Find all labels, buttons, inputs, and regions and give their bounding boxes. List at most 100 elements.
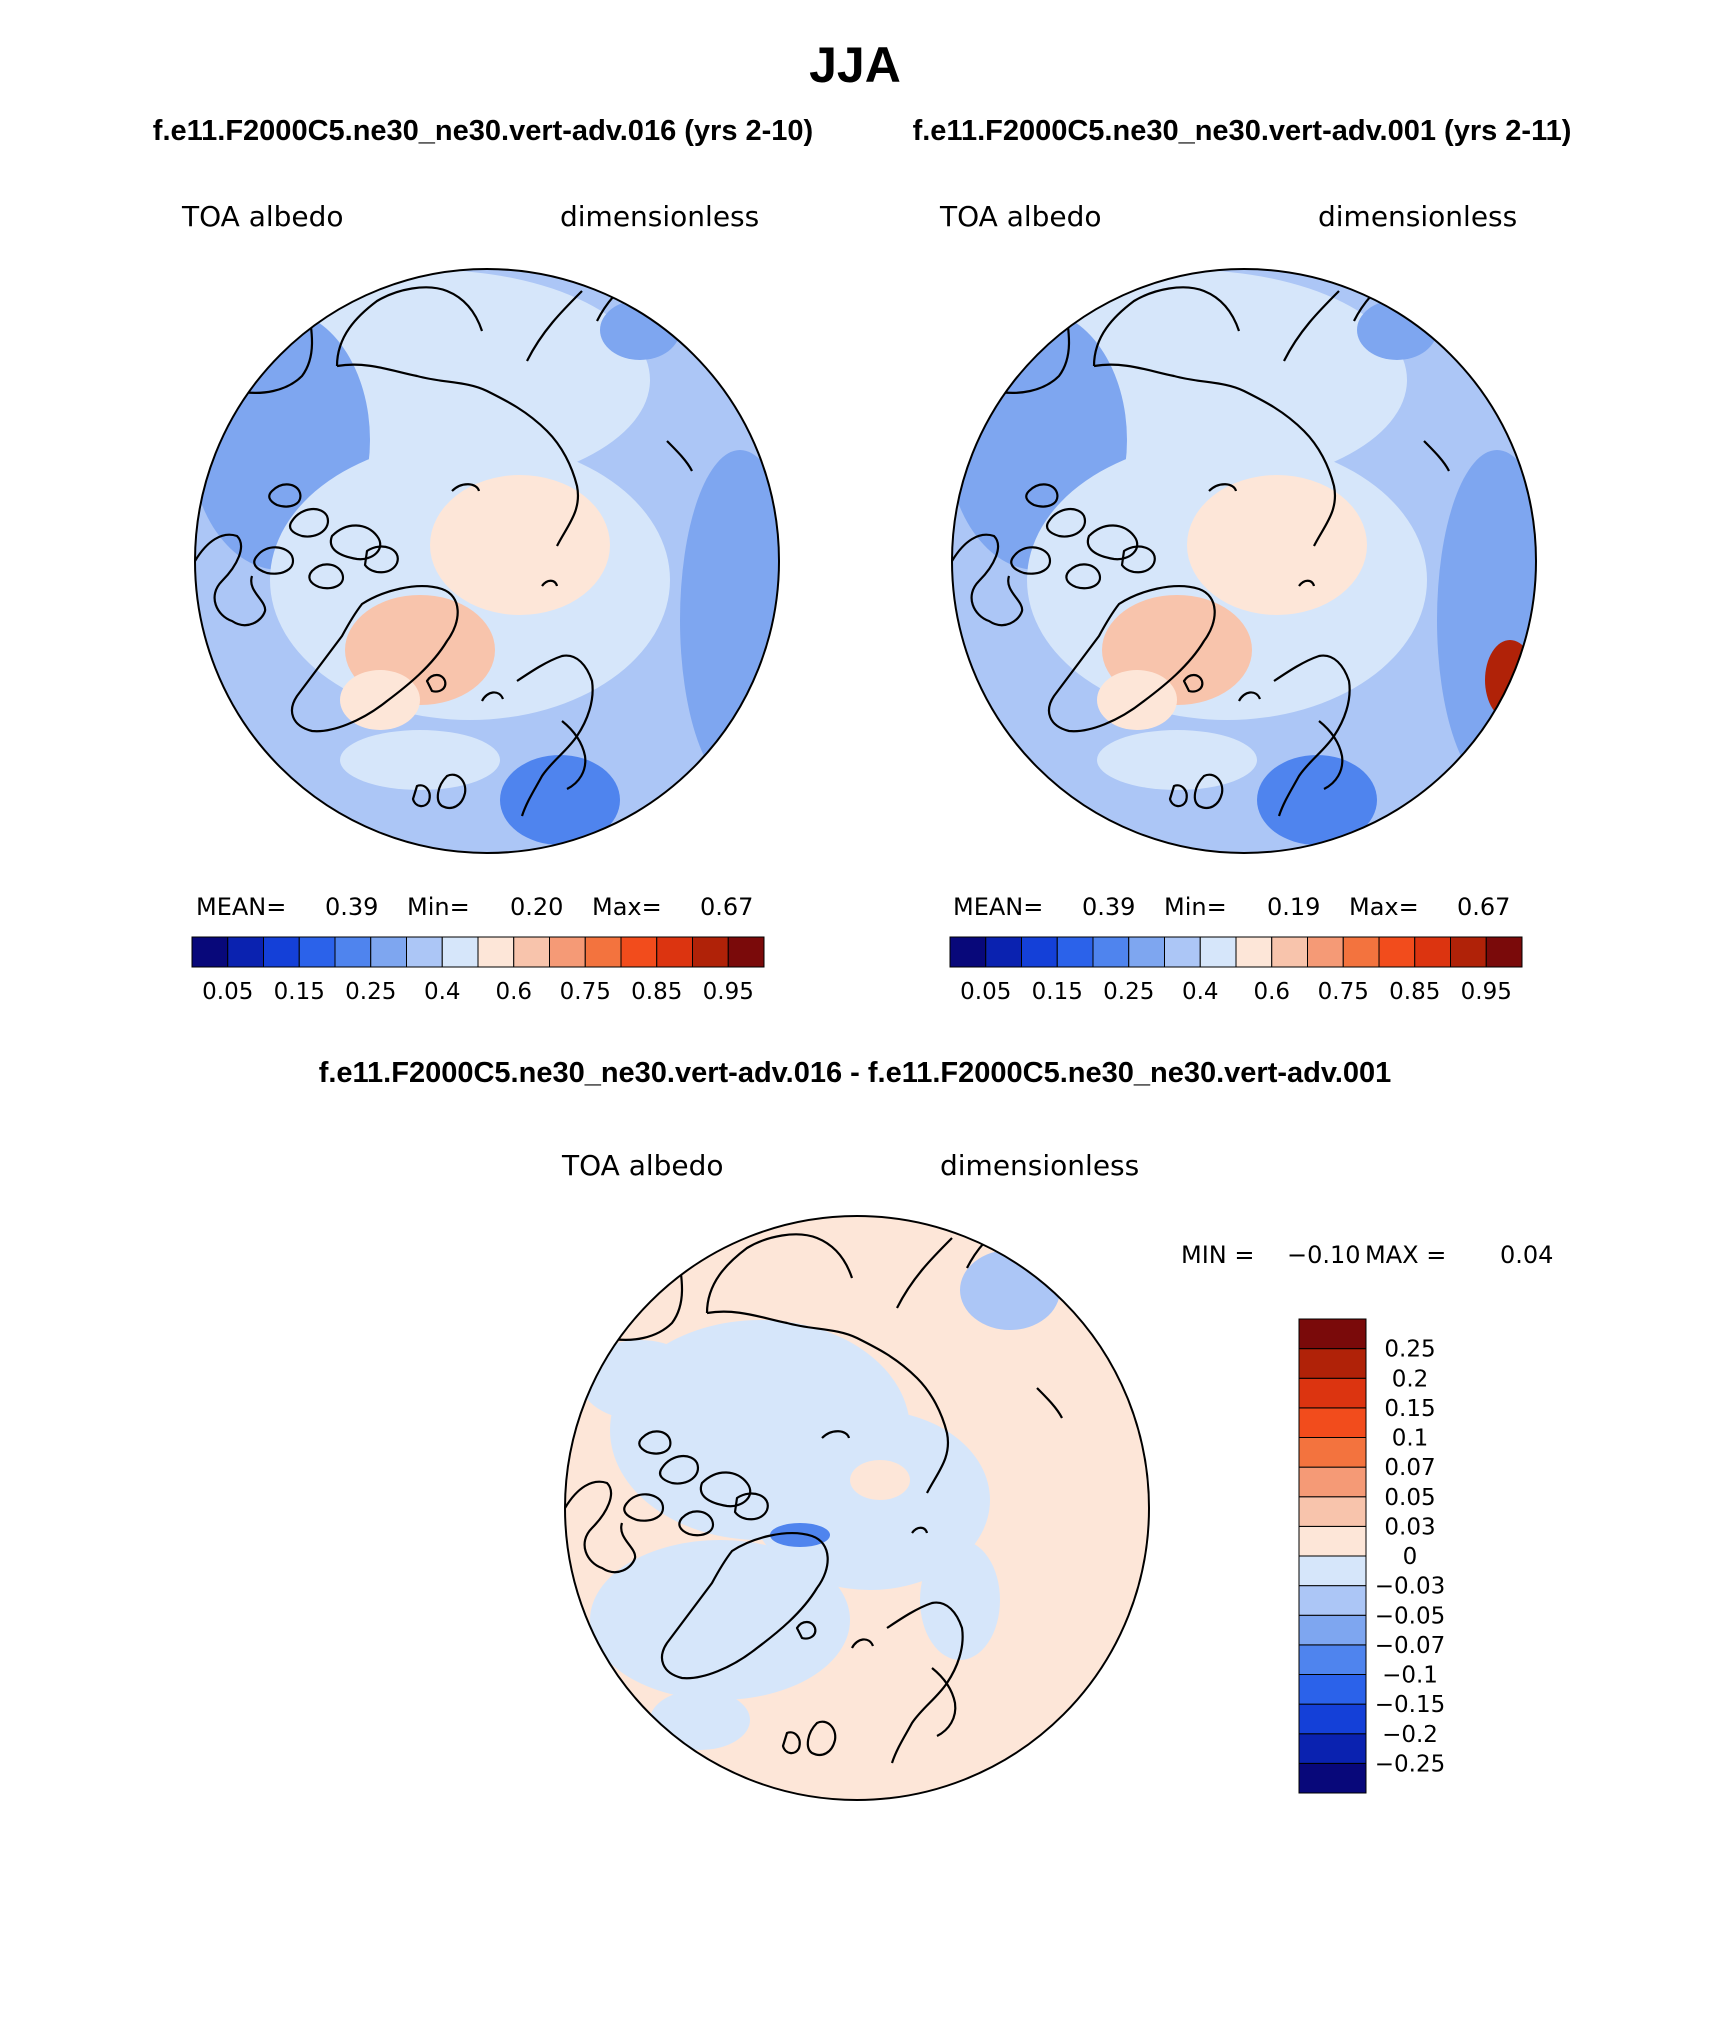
colorbar-swatch bbox=[1128, 936, 1165, 968]
panel1-min: 0.20 bbox=[510, 893, 563, 921]
colorbar-swatch bbox=[1298, 1762, 1367, 1794]
colorbar-swatch bbox=[1164, 936, 1201, 968]
colorbar-swatch bbox=[406, 936, 443, 968]
colorbar-swatch bbox=[298, 936, 336, 968]
panel3-min-label: MIN = bbox=[1181, 1241, 1254, 1269]
colorbar-tick-label: 0.75 bbox=[1318, 979, 1369, 1005]
colorbar-swatch bbox=[656, 936, 693, 968]
colorbar-swatch bbox=[1298, 1377, 1367, 1409]
map-panel-1 bbox=[194, 268, 780, 854]
colorbar-tick-label: 0.6 bbox=[1253, 979, 1290, 1005]
colorbar-swatch bbox=[1307, 936, 1344, 968]
colorbar-tick-label: 0.15 bbox=[1032, 979, 1083, 1005]
colorbar-swatch bbox=[1450, 936, 1487, 968]
colorbar-swatch bbox=[1485, 936, 1523, 968]
colorbar-tick-label: −0.07 bbox=[1375, 1633, 1445, 1659]
colorbar-tick-label: 0.2 bbox=[1392, 1366, 1429, 1392]
colorbar-tick-label: 0.03 bbox=[1384, 1514, 1435, 1540]
colorbar-swatch bbox=[1092, 936, 1130, 968]
colorbar-swatch bbox=[1056, 936, 1094, 968]
colorbar-swatch bbox=[1298, 1614, 1367, 1646]
header-case-a: f.e11.F2000C5.ne30_ne30.vert-adv.016 (yr… bbox=[153, 115, 813, 147]
panel2-variable: TOA albedo bbox=[939, 200, 1102, 233]
colorbar-tick-label: −0.25 bbox=[1375, 1751, 1445, 1777]
colorbar-swatch bbox=[370, 936, 407, 968]
colorbar-tick-label: 0.25 bbox=[345, 979, 396, 1005]
colorbar-tick-label: 0.1 bbox=[1392, 1426, 1429, 1452]
colorbar-swatch bbox=[1298, 1644, 1367, 1675]
colorbar-swatch bbox=[1414, 936, 1451, 968]
colorbar-swatch bbox=[549, 936, 586, 968]
map-panel-3 bbox=[564, 1215, 1150, 1801]
colorbar-tick-label: 0.6 bbox=[495, 979, 532, 1005]
colorbar-swatch bbox=[727, 936, 765, 968]
colorbar-swatch bbox=[1298, 1585, 1367, 1616]
colorbar-swatch bbox=[584, 936, 622, 968]
colorbar-swatch bbox=[1298, 1733, 1367, 1764]
panel1-units: dimensionless bbox=[560, 200, 759, 233]
colorbar-swatch bbox=[1298, 1318, 1367, 1350]
panel1-mean-label: MEAN= bbox=[196, 893, 286, 921]
colorbar-tick-label: 0.15 bbox=[274, 979, 325, 1005]
colorbar-tick-label: −0.2 bbox=[1382, 1722, 1438, 1748]
colorbar-swatch bbox=[1298, 1466, 1367, 1498]
colorbar-swatch bbox=[1298, 1555, 1367, 1587]
colorbar-tick-label: 0.05 bbox=[960, 979, 1011, 1005]
colorbar-swatch bbox=[441, 936, 479, 968]
colorbar-swatch bbox=[334, 936, 372, 968]
colorbar-tick-label: 0.4 bbox=[1182, 979, 1219, 1005]
panel1-variable: TOA albedo bbox=[181, 200, 344, 233]
colorbar-tick-label: 0.15 bbox=[1384, 1396, 1435, 1422]
map-panel-2 bbox=[951, 268, 1537, 854]
colorbar-swatch bbox=[1298, 1437, 1367, 1468]
colorbar-swatch bbox=[1271, 936, 1308, 968]
colorbar-swatch bbox=[477, 936, 515, 968]
colorbar-swatch bbox=[263, 936, 300, 968]
colorbar-tick-label: −0.03 bbox=[1375, 1574, 1445, 1600]
colorbar-swatch bbox=[620, 936, 658, 968]
panel3-max: 0.04 bbox=[1500, 1241, 1553, 1269]
colorbar-swatch bbox=[1298, 1407, 1367, 1438]
colorbar-tick-label: 0.25 bbox=[1103, 979, 1154, 1005]
colorbar-tick-label: 0.05 bbox=[1384, 1485, 1435, 1511]
colorbar-tick-label: 0.4 bbox=[424, 979, 461, 1005]
season-title: JJA bbox=[809, 37, 901, 93]
colorbar-swatch bbox=[1298, 1525, 1367, 1557]
colorbar-swatch bbox=[1021, 936, 1058, 968]
panel1-max-label: Max= bbox=[592, 893, 662, 921]
panel1-min-label: Min= bbox=[407, 893, 470, 921]
colorbar-swatch bbox=[1235, 936, 1273, 968]
colorbar-tick-label: 0.85 bbox=[1389, 979, 1440, 1005]
colorbar-swatch bbox=[1199, 936, 1237, 968]
colorbar-swatch bbox=[949, 936, 987, 968]
colorbar-tick-label: −0.05 bbox=[1375, 1603, 1445, 1629]
colorbar-tick-label: 0.25 bbox=[1384, 1337, 1435, 1363]
panel2-min-label: Min= bbox=[1164, 893, 1227, 921]
panel1-mean: 0.39 bbox=[325, 893, 378, 921]
colorbar-swatch bbox=[1298, 1703, 1367, 1735]
colorbar-tick-label: 0.07 bbox=[1384, 1455, 1435, 1481]
colorbar-tick-label: 0 bbox=[1403, 1544, 1418, 1570]
colorbar-swatch bbox=[985, 936, 1022, 968]
panel2-min: 0.19 bbox=[1267, 893, 1320, 921]
panel2-max: 0.67 bbox=[1457, 893, 1510, 921]
colorbar-panel-1: 0.05 0.15 0.25 0.4 0.6 0.75 0.85 0.95 bbox=[191, 936, 765, 1005]
colorbar-swatch bbox=[692, 936, 729, 968]
colorbar-tick-label: −0.1 bbox=[1382, 1663, 1438, 1689]
diff-title: f.e11.F2000C5.ne30_ne30.vert-adv.016 - f… bbox=[319, 1057, 1392, 1089]
colorbar-tick-label: 0.85 bbox=[631, 979, 682, 1005]
panel1-max: 0.67 bbox=[700, 893, 753, 921]
panel3-units: dimensionless bbox=[940, 1149, 1139, 1182]
colorbar-swatch bbox=[513, 936, 550, 968]
colorbar-swatch bbox=[1298, 1674, 1367, 1705]
colorbar-swatch bbox=[227, 936, 264, 968]
colorbar-tick-label: 0.95 bbox=[1461, 979, 1512, 1005]
colorbar-tick-label: 0.05 bbox=[202, 979, 253, 1005]
colorbar-swatch bbox=[1378, 936, 1416, 968]
colorbar-panel-2: 0.05 0.15 0.25 0.4 0.6 0.75 0.85 0.95 bbox=[949, 936, 1523, 1005]
panel3-max-label: MAX = bbox=[1365, 1241, 1446, 1269]
panel2-mean: 0.39 bbox=[1082, 893, 1135, 921]
colorbar-swatch bbox=[1298, 1348, 1367, 1379]
panel2-max-label: Max= bbox=[1349, 893, 1419, 921]
colorbar-swatch bbox=[1342, 936, 1380, 968]
